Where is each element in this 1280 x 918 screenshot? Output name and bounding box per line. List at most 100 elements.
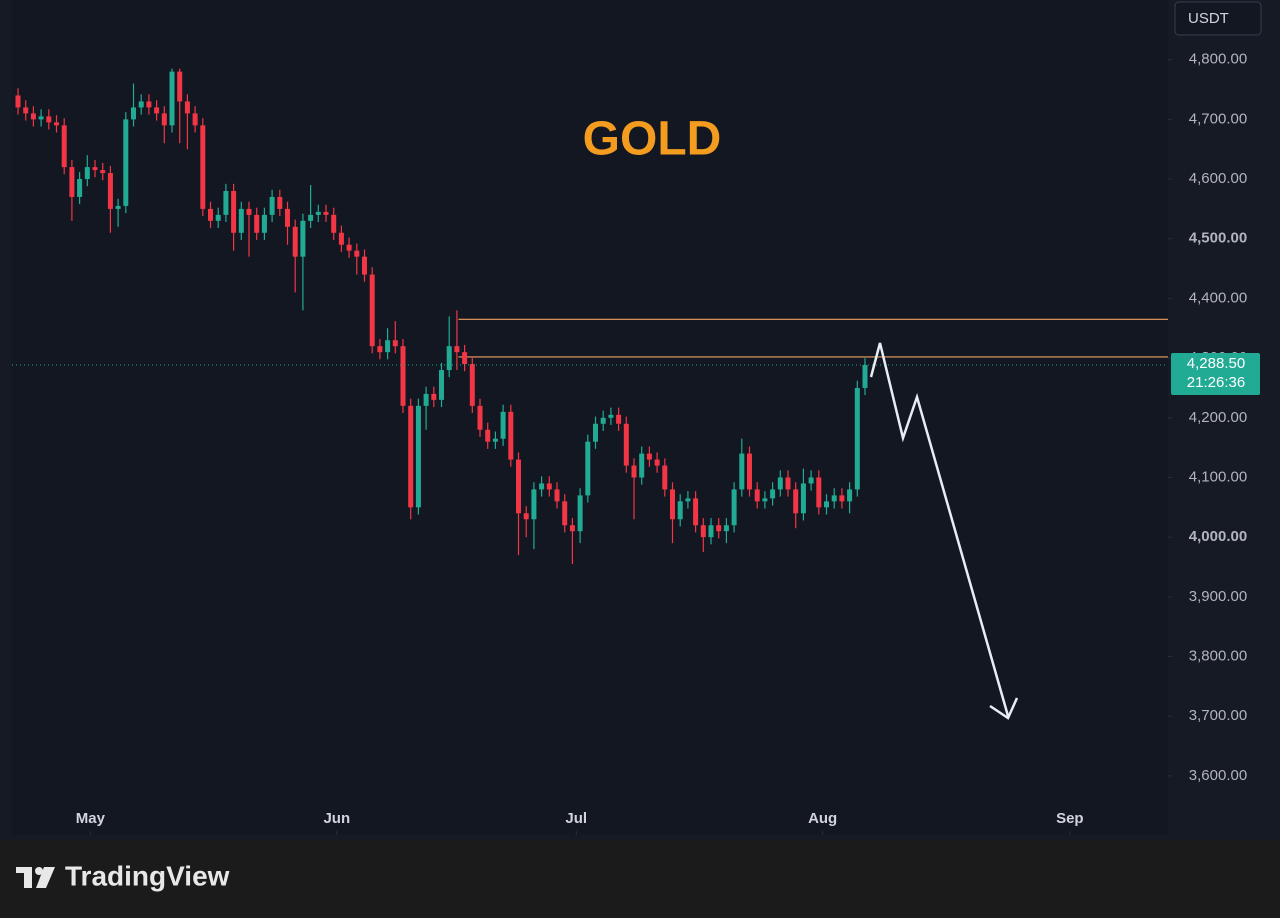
candle-body [485, 429, 491, 442]
candle-body [408, 405, 414, 508]
candle-body [700, 525, 706, 538]
y-tick-label: 3,700.00 [1189, 707, 1247, 724]
candle-body [92, 167, 98, 171]
x-tick-label: Jun [323, 810, 350, 827]
footer [0, 840, 1280, 918]
candle-body [824, 501, 830, 508]
y-tick-label: 4,000.00 [1189, 528, 1247, 545]
candle-body [847, 489, 853, 502]
candle-body [816, 477, 822, 508]
candle-body [646, 453, 652, 460]
candle-body [500, 411, 506, 439]
candle-body [662, 465, 668, 490]
candle-body [15, 95, 21, 108]
candle-body [670, 489, 676, 520]
x-tick-label: May [76, 810, 106, 827]
y-tick-label: 3,900.00 [1189, 588, 1247, 605]
candle-body [315, 211, 321, 215]
candle-body [208, 208, 214, 221]
candle-body [793, 489, 799, 514]
candle-body [862, 364, 868, 388]
candle-body [362, 256, 368, 275]
candle-body [431, 393, 437, 400]
candle-body [400, 346, 406, 406]
candle-body [654, 459, 660, 466]
candle-body [739, 453, 745, 490]
candle-body [169, 71, 175, 126]
candle-body [708, 525, 714, 538]
candle-body [323, 211, 329, 215]
last-price-label: 4,288.50 [1187, 355, 1245, 372]
countdown: 21:26:36 [1187, 374, 1245, 391]
candle-body [723, 525, 729, 532]
candle-body [200, 125, 206, 209]
candle-body [154, 107, 160, 114]
candle-body [338, 232, 344, 245]
candle-body [100, 170, 106, 174]
candle-body [577, 495, 583, 532]
candle-body [38, 116, 44, 120]
candle-body [608, 414, 614, 418]
candle-body [146, 101, 152, 108]
plot [12, 59, 1172, 835]
y-tick-label: 4,600.00 [1189, 170, 1247, 187]
candle-body [754, 489, 760, 502]
candle-body [747, 453, 753, 490]
candle-body [693, 498, 699, 526]
x-tick-label: Jul [565, 810, 587, 827]
candle-body [554, 489, 560, 502]
candle-body [839, 495, 845, 502]
candle-body [392, 340, 398, 347]
candle-body [439, 370, 445, 400]
candle-body [562, 501, 568, 526]
brand-name: TradingView [65, 860, 230, 891]
y-tick-label: 4,100.00 [1189, 468, 1247, 485]
candle-body [223, 190, 229, 215]
candle-body [423, 393, 429, 406]
candle-body [215, 214, 221, 221]
candle-body [246, 208, 252, 215]
candle-body [115, 205, 121, 209]
candle-body [231, 190, 237, 233]
y-tick-label: 4,700.00 [1189, 110, 1247, 127]
candle-body [508, 411, 514, 460]
candle-body [184, 101, 190, 114]
candle-body [177, 71, 183, 102]
candle-body [800, 483, 806, 514]
arrow-head [989, 697, 1019, 720]
candle-body [261, 214, 267, 233]
logo-part [36, 867, 55, 888]
x-tick-label: Sep [1056, 810, 1084, 827]
candle-body [716, 525, 722, 532]
candle-body [685, 498, 691, 502]
forecast-arrow [869, 342, 1010, 717]
currency-box[interactable] [1174, 1, 1262, 36]
candle-body [346, 244, 352, 251]
candle-body [331, 214, 337, 233]
y-tick-label: 3,800.00 [1189, 648, 1247, 665]
y-tick-label: 4,500.00 [1189, 230, 1247, 247]
candle-body [254, 214, 260, 233]
candle-body [69, 167, 75, 197]
candle-body [731, 489, 737, 526]
candle-body [523, 513, 529, 520]
candle-body [277, 196, 283, 209]
candle-body [677, 501, 683, 520]
candle-body [77, 179, 83, 197]
candle-body [285, 208, 291, 227]
last-price-tag [1171, 352, 1260, 395]
candle-body [762, 498, 768, 502]
candle-body [831, 495, 837, 502]
currency: USDT [1188, 10, 1229, 27]
candle-body [54, 122, 60, 126]
candle-body [123, 119, 129, 206]
logo-part [35, 867, 43, 875]
candle-body [377, 346, 383, 353]
candle-body [161, 113, 167, 126]
y-tick-label: 4,800.00 [1189, 51, 1247, 68]
candle-body [631, 465, 637, 478]
candle-body [385, 340, 391, 353]
candle-body [808, 477, 814, 484]
candle-body [354, 250, 360, 257]
